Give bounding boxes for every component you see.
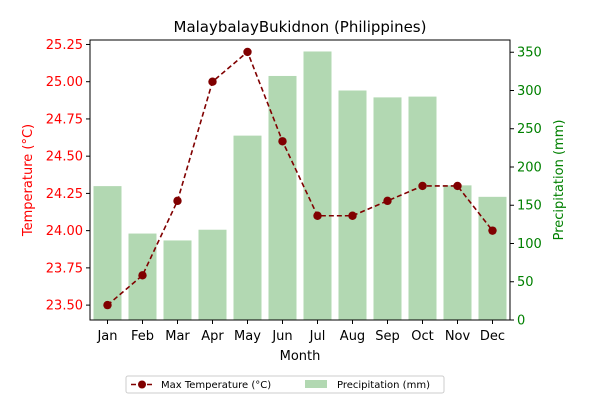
plot-frame [89, 39, 511, 321]
temperature-point [138, 271, 147, 280]
x-tick-label: Jul [309, 329, 326, 344]
x-tick-label: Nov [445, 329, 471, 344]
x-tick-label: May [234, 329, 261, 344]
y-left-tick-label: 24.50 [46, 150, 83, 165]
temperature-point [383, 196, 392, 206]
y-right-tick-label: 300 [517, 84, 542, 99]
y-left-tick-label: 24.75 [46, 112, 83, 127]
y-left-tick-label: 24.00 [46, 224, 83, 239]
temperature-point [488, 226, 497, 235]
legend-bar-swatch [305, 380, 327, 388]
x-tick-label: Dec [480, 329, 505, 344]
x-tick-label: Mar [165, 329, 190, 344]
x-tick-label: Oct [411, 329, 433, 344]
y-right-tick-label: 200 [517, 160, 542, 175]
y-right-tick-label: 0 [517, 314, 525, 329]
legend: Max Temperature (°C) Precipitation (mm) [125, 375, 445, 394]
precipitation-bar [443, 185, 472, 320]
y-left-tick-label: 23.50 [46, 299, 83, 314]
temperature-point [208, 77, 217, 86]
temperature-point [313, 211, 322, 220]
x-tick-label: Feb [131, 329, 154, 344]
precipitation-bar [373, 97, 402, 320]
precipitation-bar [233, 135, 262, 320]
legend-label-temperature: Max Temperature (°C) [161, 380, 271, 391]
y-right-tick-label: 250 [517, 122, 542, 137]
temperature-point [173, 196, 182, 206]
y-right-tick-label: 350 [517, 46, 542, 61]
precipitation-bar [478, 196, 507, 320]
x-tick-label: Apr [201, 329, 224, 344]
temperature-point [278, 137, 287, 146]
y-left-tick-label: 25.25 [46, 38, 83, 53]
legend-box [125, 375, 445, 394]
x-tick-label: Jan [96, 329, 117, 344]
x-axis-label: Month [280, 349, 321, 364]
y-left-tick-label: 25.00 [46, 75, 83, 90]
temperature-line [106, 50, 494, 306]
y-left-tick-label: 23.75 [46, 261, 83, 276]
precipitation-bar [408, 96, 437, 320]
temperature-point [243, 47, 252, 57]
precipitation-bar [303, 51, 332, 320]
y-right-axis-label: Precipitation (mm) [552, 120, 567, 241]
x-tick-label: Sep [375, 329, 400, 344]
temperature-point [418, 181, 427, 191]
y-right-tick-label: 50 [517, 275, 534, 290]
temperature-point [348, 211, 357, 220]
temperature-point [453, 181, 462, 191]
chart-title: MalaybalayBukidnon (Philippines) [174, 18, 427, 36]
precipitation-bar [93, 186, 122, 320]
x-tick-label: Jun [271, 329, 292, 344]
y-right-tick-label: 150 [517, 199, 542, 214]
legend-marker-swatch [138, 380, 146, 389]
y-right-tick-label: 100 [517, 237, 542, 252]
precipitation-bar [268, 75, 297, 321]
temperature-point [103, 300, 112, 310]
precipitation-bar [163, 240, 192, 320]
precipitation-bar [338, 90, 367, 321]
y-left-axis-label: Temperature (°C) [21, 124, 36, 237]
y-left-tick-label: 24.25 [46, 187, 83, 202]
legend-label-precipitation: Precipitation (mm) [337, 380, 430, 391]
x-tick-label: Aug [340, 329, 365, 344]
precipitation-bar [198, 229, 227, 320]
